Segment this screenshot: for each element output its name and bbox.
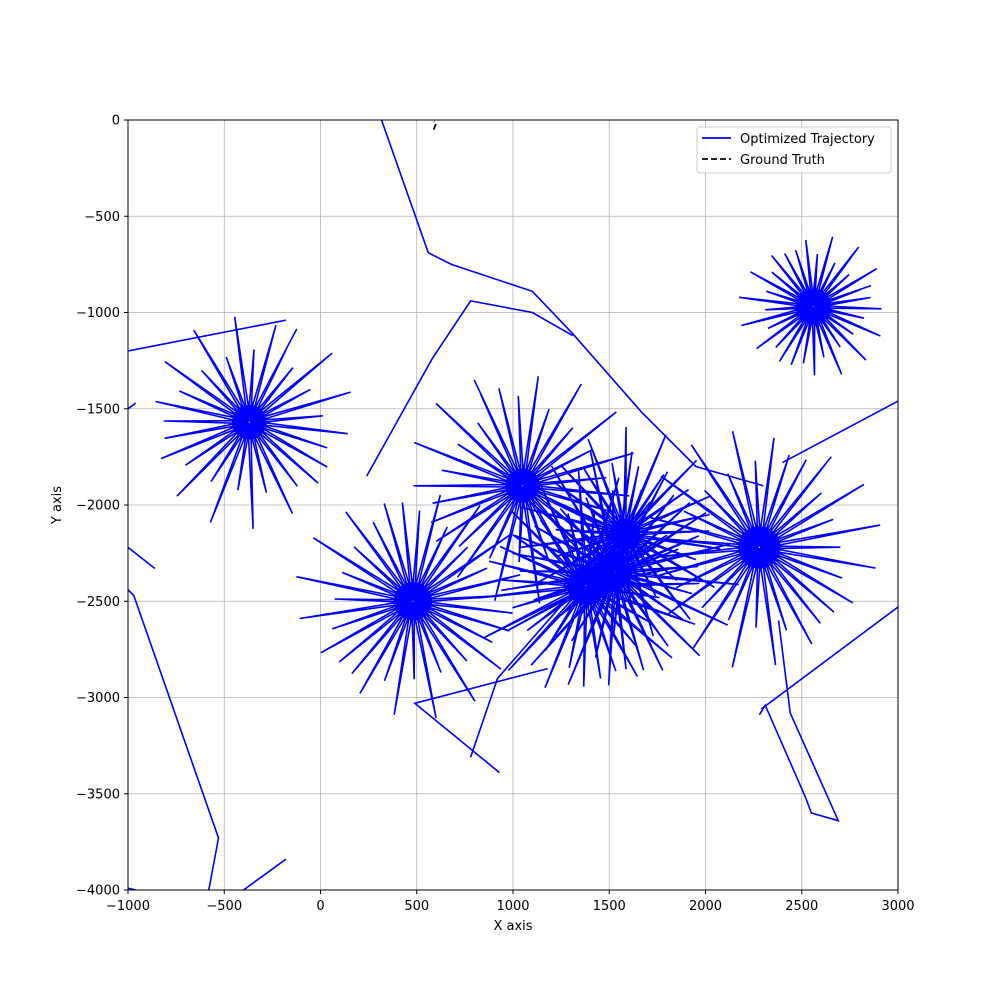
data-layer <box>128 120 898 890</box>
x-tick-label: 0 <box>316 899 324 914</box>
y-tick-label: −3000 <box>76 691 120 706</box>
y-tick-label: −2500 <box>76 595 120 610</box>
y-tick-label: −2000 <box>76 499 120 514</box>
legend: Optimized Trajectory Ground Truth <box>696 126 892 174</box>
x-tick-label: 500 <box>404 899 429 914</box>
optimized-trajectory-segment <box>128 402 137 410</box>
x-axis-ticks: −1000 −500 0 500 1000 1500 2000 2500 3000 <box>106 890 915 914</box>
y-tick-label: −3500 <box>76 787 120 802</box>
legend-box <box>696 126 892 174</box>
optimized-trajectory-loop <box>649 431 881 668</box>
x-tick-label: 1500 <box>593 899 626 914</box>
optimized-trajectory-loop <box>155 316 351 529</box>
x-tick-label: 2500 <box>785 899 818 914</box>
ground-truth-line <box>432 120 438 130</box>
optimized-trajectory-segment <box>128 546 156 570</box>
y-tick-label: 0 <box>112 114 120 129</box>
x-axis-label: X axis <box>493 919 532 934</box>
optimized-trajectory-segment <box>380 120 764 487</box>
optimized-trajectory-loop <box>519 426 721 637</box>
optimized-trajectory-segment <box>128 589 220 890</box>
y-tick-label: −1000 <box>76 306 120 321</box>
x-tick-label: 3000 <box>881 899 914 914</box>
legend-label-ground-truth: Ground Truth <box>740 153 825 168</box>
x-tick-label: 1000 <box>496 899 529 914</box>
optimized-trajectory-segment <box>366 300 574 477</box>
optimized-trajectory-segment <box>782 400 898 464</box>
optimized-trajectory-loop <box>738 236 882 376</box>
optimized-trajectory-segment <box>469 554 607 758</box>
optimized-trajectory-loop <box>296 494 521 719</box>
x-tick-label: −500 <box>206 899 242 914</box>
optimized-trajectory-segment <box>760 606 898 710</box>
x-tick-label: 2000 <box>689 899 722 914</box>
y-axis-label: Y axis <box>50 486 65 525</box>
legend-label-optimized: Optimized Trajectory <box>740 132 875 147</box>
y-tick-label: −4000 <box>76 884 120 899</box>
optimized-trajectory-segment <box>243 858 287 890</box>
optimized-trajectory-loop <box>413 376 634 604</box>
optimized-trajectory-segment <box>128 319 287 352</box>
optimized-trajectory-segment <box>413 667 548 774</box>
y-tick-label: −1500 <box>76 402 120 417</box>
y-tick-label: −500 <box>84 210 120 225</box>
x-tick-label: −1000 <box>106 899 150 914</box>
y-axis-ticks: 0 −500 −1000 −1500 −2000 −2500 −3000 −3500 −4000 <box>76 114 128 899</box>
